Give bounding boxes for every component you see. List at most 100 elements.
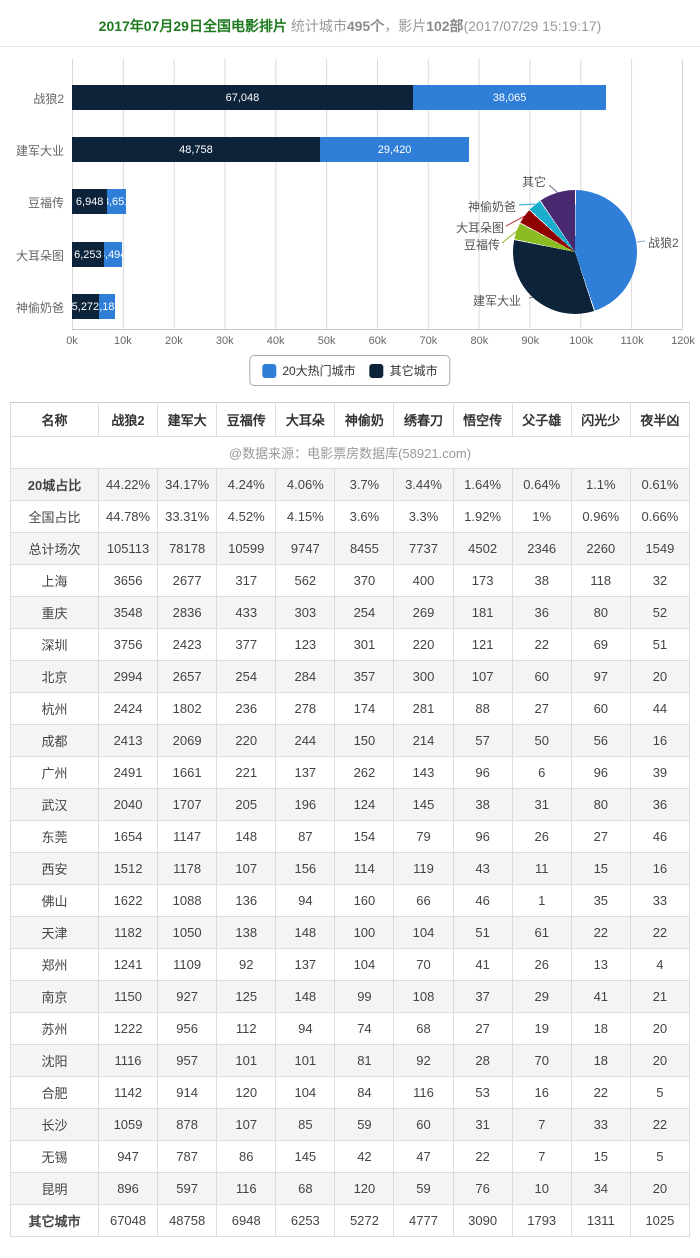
pie-slice-label-豆福传: 豆福传	[463, 238, 500, 252]
axis-tick-label: 30k	[215, 335, 234, 347]
column-header-神偷奶: 神偷奶	[334, 402, 395, 437]
table-cell: 80	[570, 788, 631, 821]
table-cell: 46	[629, 820, 691, 853]
table-cell: 181	[452, 596, 513, 629]
table-cell: 52	[629, 596, 691, 629]
row-label: 全国占比	[10, 500, 99, 533]
axis-tick-label: 110k	[620, 335, 644, 347]
column-header-父子雄: 父子雄	[511, 402, 572, 437]
table-cell: 44.22%	[97, 468, 159, 501]
table-cell: 317	[216, 564, 277, 597]
table-cell: 377	[216, 628, 277, 661]
screenings-table: 名称 战狼2 建军大 豆福传 大耳朵 神偷奶 绣春刀 悟空传 父子雄 闪光少 夜半凶 @数据来源：电…	[10, 402, 691, 1237]
subtitle-prefix: 统计城市	[290, 18, 347, 34]
table-cell: 21	[629, 980, 691, 1013]
table-cell: 1116	[97, 1044, 159, 1077]
table-row-合肥: 合肥 1142 914 120 104 84 116 53 16 22 5	[10, 1076, 691, 1109]
table-cell: 112	[216, 1012, 277, 1045]
table-cell: 78178	[157, 532, 218, 565]
legend-item-other[interactable]: 其它城市	[369, 362, 438, 379]
table-cell: 1549	[629, 532, 691, 565]
table-cell: 60	[511, 660, 572, 693]
table-cell: 51	[452, 916, 513, 949]
bar-category-label: 神偷奶爸	[15, 301, 64, 315]
table-cell: 18	[570, 1012, 631, 1045]
table-cell: 0.66%	[629, 500, 691, 533]
table-row-20城占比: 20城占比 44.22% 34.17% 4.24% 4.06% 3.7% 3.44% 1.64…	[10, 468, 691, 501]
table-cell: 4.52%	[216, 500, 277, 533]
axis-tick-label: 0k	[66, 335, 78, 347]
table-cell: 284	[275, 660, 336, 693]
table-cell: 137	[275, 948, 336, 981]
table-cell: 26	[511, 948, 572, 981]
table-cell: 33	[570, 1108, 631, 1141]
table-cell: 27	[570, 820, 631, 853]
table-cell: 173	[452, 564, 513, 597]
table-cell: 281	[393, 692, 454, 725]
row-label: 无锡	[10, 1140, 99, 1173]
axis-tick-label: 70k	[419, 335, 438, 347]
table-cell: 70	[511, 1044, 572, 1077]
table-cell: 31	[452, 1108, 513, 1141]
row-label: 昆明	[10, 1172, 99, 1205]
table-cell: 53	[452, 1076, 513, 1109]
bar-神偷奶爸: 5,2723,183	[72, 294, 682, 319]
table-cell: 145	[275, 1140, 336, 1173]
table-cell: 2836	[157, 596, 218, 629]
table-cell: 562	[275, 564, 336, 597]
axis-tick-label: 50k	[317, 335, 336, 347]
row-label: 合肥	[10, 1076, 99, 1109]
table-cell: 1050	[157, 916, 218, 949]
table-cell: 9747	[275, 532, 336, 565]
table-cell: 1661	[157, 756, 218, 789]
table-cell: 2346	[511, 532, 572, 565]
legend-swatch-blue	[262, 363, 277, 378]
table-cell: 143	[393, 756, 454, 789]
legend-item-hot20[interactable]: 20大热门城市	[262, 362, 356, 379]
table-cell: 2491	[97, 756, 159, 789]
table-cell: 3756	[97, 628, 159, 661]
table-cell: 56	[570, 724, 631, 757]
table-cell: 1	[511, 884, 572, 917]
table-cell: 1622	[97, 884, 159, 917]
table-cell: 120	[334, 1172, 395, 1205]
bar-segment-20大热门城市: 3,494	[103, 242, 122, 267]
bar-战狼2: 67,048 38,065	[72, 85, 682, 110]
films-count: 102部	[426, 18, 464, 34]
table-cell: 26	[511, 820, 572, 853]
table-cell: 118	[570, 564, 631, 597]
bar-segment-20大热门城市: 38,065	[412, 85, 607, 110]
table-cell: 4777	[393, 1204, 454, 1237]
bar-segment-20大热门城市: 3,651	[107, 189, 126, 214]
table-cell: 2069	[157, 724, 218, 757]
table-cell: 150	[334, 724, 395, 757]
row-label: 深圳	[10, 628, 99, 661]
table-cell: 148	[275, 980, 336, 1013]
table-cell: 927	[157, 980, 218, 1013]
table-cell: 61	[511, 916, 572, 949]
table-cell: 269	[393, 596, 454, 629]
page-subtitle: 统计城市495个，影片102部(2017/07/29 15:19:17)	[291, 18, 602, 34]
table-cell: 5	[629, 1140, 691, 1173]
chart-legend: 20大热门城市 其它城市	[249, 355, 451, 386]
table-row-东莞: 东莞 1654 1147 148 87 154 79 96 26 27 46	[10, 820, 691, 853]
subtitle-middle: ，影片	[384, 18, 427, 34]
table-cell: 136	[216, 884, 277, 917]
pie-slice-label-战狼2: 战狼2	[648, 236, 679, 250]
table-cell: 1.1%	[570, 468, 631, 501]
bar-segment-其它城市: 67,048	[72, 85, 413, 110]
pie-slice-label-大耳朵图: 大耳朵图	[455, 221, 504, 235]
table-cell: 68	[393, 1012, 454, 1045]
table-cell: 20	[629, 1044, 691, 1077]
data-source-row: @数据来源：电影票房数据库(58921.com)	[10, 436, 690, 469]
table-cell: 22	[511, 628, 572, 661]
table-cell: 70	[393, 948, 454, 981]
table-row-全国占比: 全国占比 44.78% 33.31% 4.52% 4.15% 3.6% 3.3% 1.92% 1…	[10, 500, 691, 533]
table-cell: 36	[629, 788, 691, 821]
table-cell: 84	[334, 1076, 395, 1109]
table-cell: 121	[452, 628, 513, 661]
table-cell: 7	[511, 1140, 572, 1173]
table-cell: 1311	[570, 1204, 631, 1237]
table-cell: 120	[216, 1076, 277, 1109]
table-cell: 254	[216, 660, 277, 693]
